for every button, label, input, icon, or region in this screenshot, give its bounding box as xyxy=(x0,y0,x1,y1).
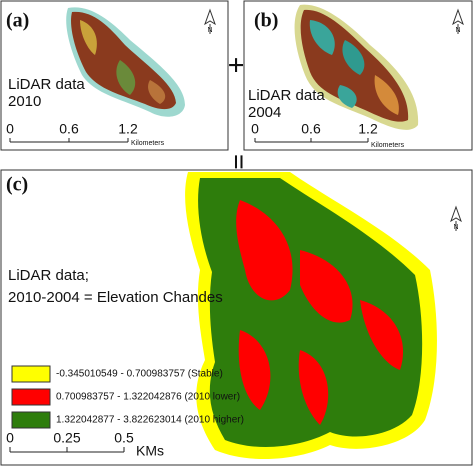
scale-bar xyxy=(9,138,369,453)
scale-label: 0.6 xyxy=(301,121,321,137)
scale-label: 0 xyxy=(6,121,14,137)
panel-frame xyxy=(243,0,473,151)
scale-label: 0.5 xyxy=(114,430,134,446)
caption: LiDAR data xyxy=(8,76,85,93)
map-c xyxy=(185,172,437,460)
scale-unit: KMs xyxy=(136,443,164,459)
caption: 2010 xyxy=(8,93,41,110)
label-bg xyxy=(4,8,36,32)
north-arrow xyxy=(452,8,464,34)
panel-frame xyxy=(0,0,229,151)
map-b xyxy=(294,4,419,130)
scale-label: 1.2 xyxy=(358,121,378,137)
legend-label: 1.322042877 - 3.822623014 (2010 higher) xyxy=(56,415,244,426)
panel-label: (c) xyxy=(6,174,28,196)
scale-label: 0 xyxy=(6,430,14,446)
equals-sign: = xyxy=(223,154,254,170)
label-bg xyxy=(252,8,286,32)
legend-swatch xyxy=(11,365,51,383)
legend-label: 0.700983757 - 1.322042876 (2010 lower) xyxy=(56,392,240,403)
north-arrow xyxy=(204,8,216,34)
north-label: N xyxy=(207,27,212,34)
caption: 2004 xyxy=(248,104,281,121)
panel-label: (a) xyxy=(6,10,29,32)
scale-unit: Kilometers xyxy=(131,140,165,147)
panel-frame xyxy=(0,169,473,466)
north-label: N xyxy=(453,224,458,231)
legend-label: -0.345010549 - 0.700983757 (Stable) xyxy=(56,369,223,380)
map-a xyxy=(66,7,185,117)
scale-label: 1.2 xyxy=(118,121,138,137)
north-arrow xyxy=(450,205,462,231)
legend-swatch xyxy=(11,388,51,406)
legend-swatch xyxy=(11,411,51,429)
plus-sign: + xyxy=(227,49,244,82)
caption: 2010-2004 = Elevation Chandes xyxy=(8,289,223,306)
caption: LiDAR data; xyxy=(8,267,89,284)
scale-unit: Kilometers xyxy=(371,142,405,149)
scale-label: 0.25 xyxy=(53,430,80,446)
scale-label: 0 xyxy=(251,121,259,137)
caption: LiDAR data xyxy=(248,87,325,104)
scale-label: 0.6 xyxy=(59,121,79,137)
north-label: N xyxy=(455,27,460,34)
panel-label: (b) xyxy=(254,10,278,32)
